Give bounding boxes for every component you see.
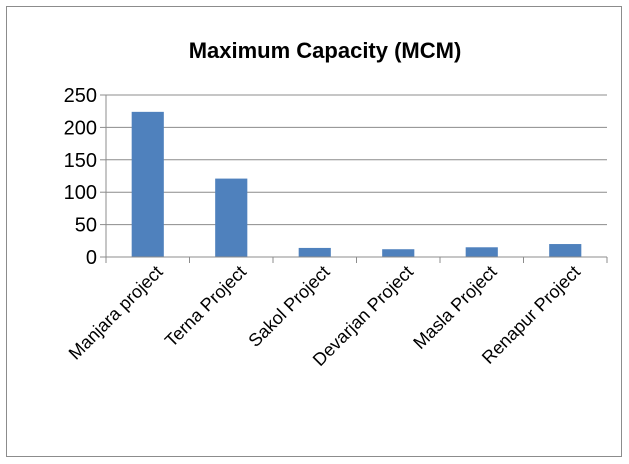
y-axis-ticks: 0 50 100 150 200 250 [64, 85, 106, 269]
bar-sakol-project [298, 247, 331, 257]
bar-devarjan-project [382, 249, 415, 257]
bar-manjara-project [131, 111, 164, 258]
chart-title: Maximum Capacity (MCM) [189, 38, 462, 63]
category-label-manjara-project: Manjara project [65, 262, 167, 364]
y-tick-label-250: 250 [64, 85, 97, 107]
category-label-sakol-project: Sakol Project [244, 262, 333, 351]
y-tick-label-100: 100 [64, 182, 97, 204]
y-tick-label-0: 0 [86, 247, 97, 269]
y-tick-label-50: 50 [75, 215, 97, 237]
bar-terna-project [215, 178, 248, 257]
chart-frame [6, 6, 622, 457]
y-tick-label-200: 200 [64, 117, 97, 139]
bars [131, 111, 582, 258]
category-label-masla-project: Masla Project [409, 262, 500, 353]
bar-renapur-project [549, 244, 582, 257]
category-label-terna-project: Terna Project [161, 262, 250, 351]
axes [105, 95, 608, 263]
bar-masla-project [465, 247, 498, 257]
gridlines [106, 94, 607, 226]
y-tick-label-150: 150 [64, 150, 97, 172]
